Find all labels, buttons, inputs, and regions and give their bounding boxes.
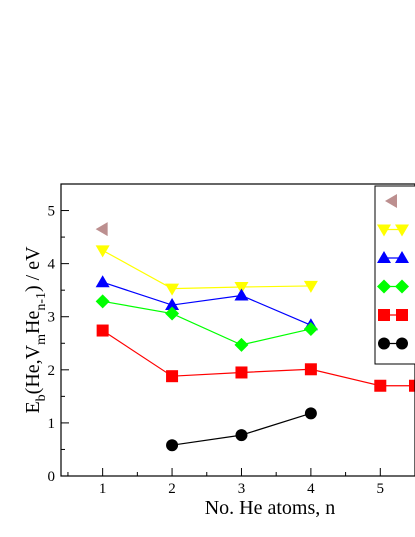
data-point bbox=[235, 366, 248, 379]
legend-entry bbox=[377, 279, 409, 294]
x-tick-label: 4 bbox=[307, 481, 315, 497]
legend-box bbox=[374, 185, 415, 365]
x-tick-label: 5 bbox=[377, 481, 385, 497]
data-point bbox=[95, 245, 110, 258]
legend-entry bbox=[385, 194, 397, 208]
data-point bbox=[95, 294, 110, 309]
x-tick-label: 3 bbox=[238, 481, 246, 497]
x-tick-label: 2 bbox=[168, 481, 176, 497]
legend-marker bbox=[378, 309, 390, 321]
plot-frame bbox=[60, 183, 415, 477]
x-tick-label: 1 bbox=[99, 481, 107, 497]
data-point bbox=[166, 370, 179, 383]
data-point bbox=[234, 288, 249, 301]
data-point bbox=[95, 275, 110, 288]
data-point bbox=[165, 283, 180, 296]
legend-marker bbox=[377, 279, 391, 294]
data-point bbox=[234, 281, 249, 294]
series-layer bbox=[95, 222, 415, 452]
y-tick-label: 3 bbox=[48, 310, 56, 326]
series-1 bbox=[95, 245, 318, 296]
data-point bbox=[95, 222, 108, 237]
series-4 bbox=[96, 324, 415, 392]
series-line bbox=[102, 330, 415, 387]
legend-entry bbox=[377, 251, 409, 263]
legend bbox=[374, 185, 415, 365]
y-axis-title: Eb(He,VmHen-1) / eV bbox=[22, 246, 49, 414]
series-0 bbox=[95, 222, 108, 237]
legend-marker bbox=[377, 224, 391, 237]
legend-marker bbox=[395, 251, 409, 263]
legend-marker bbox=[378, 337, 390, 350]
y-tick-label: 4 bbox=[48, 257, 56, 273]
data-point bbox=[303, 280, 318, 293]
series-line bbox=[102, 249, 311, 290]
legend-marker bbox=[395, 279, 409, 294]
data-point bbox=[165, 306, 180, 321]
legend-marker bbox=[396, 309, 408, 321]
series-line bbox=[102, 281, 312, 326]
data-point bbox=[409, 379, 415, 392]
series-3 bbox=[95, 294, 318, 352]
data-point bbox=[165, 298, 180, 311]
data-point bbox=[303, 321, 318, 336]
legend-entry bbox=[377, 224, 409, 237]
data-point bbox=[374, 379, 387, 392]
labels-layer: 1 2 3 4 5 0 1 2 3 4 5 bbox=[48, 204, 385, 497]
legend-marker bbox=[395, 224, 409, 237]
data-point bbox=[304, 363, 317, 376]
data-point bbox=[166, 439, 179, 452]
series-5 bbox=[166, 407, 317, 452]
legend-marker bbox=[396, 337, 408, 350]
x-axis-title: No. He atoms, n bbox=[205, 497, 336, 519]
data-point bbox=[96, 324, 109, 337]
legend-marker bbox=[385, 194, 397, 208]
data-point bbox=[304, 407, 317, 420]
series-line bbox=[102, 300, 312, 346]
y-tick-label: 0 bbox=[48, 469, 56, 485]
legend-marker bbox=[377, 251, 391, 263]
legend-entry bbox=[378, 337, 408, 350]
data-point bbox=[235, 429, 248, 442]
data-point bbox=[234, 337, 249, 352]
legend-entry bbox=[378, 309, 408, 321]
y-tick-label: 1 bbox=[48, 416, 56, 432]
y-tick-label: 2 bbox=[48, 363, 56, 379]
series-2 bbox=[95, 275, 318, 331]
y-tick-label: 5 bbox=[48, 204, 56, 220]
